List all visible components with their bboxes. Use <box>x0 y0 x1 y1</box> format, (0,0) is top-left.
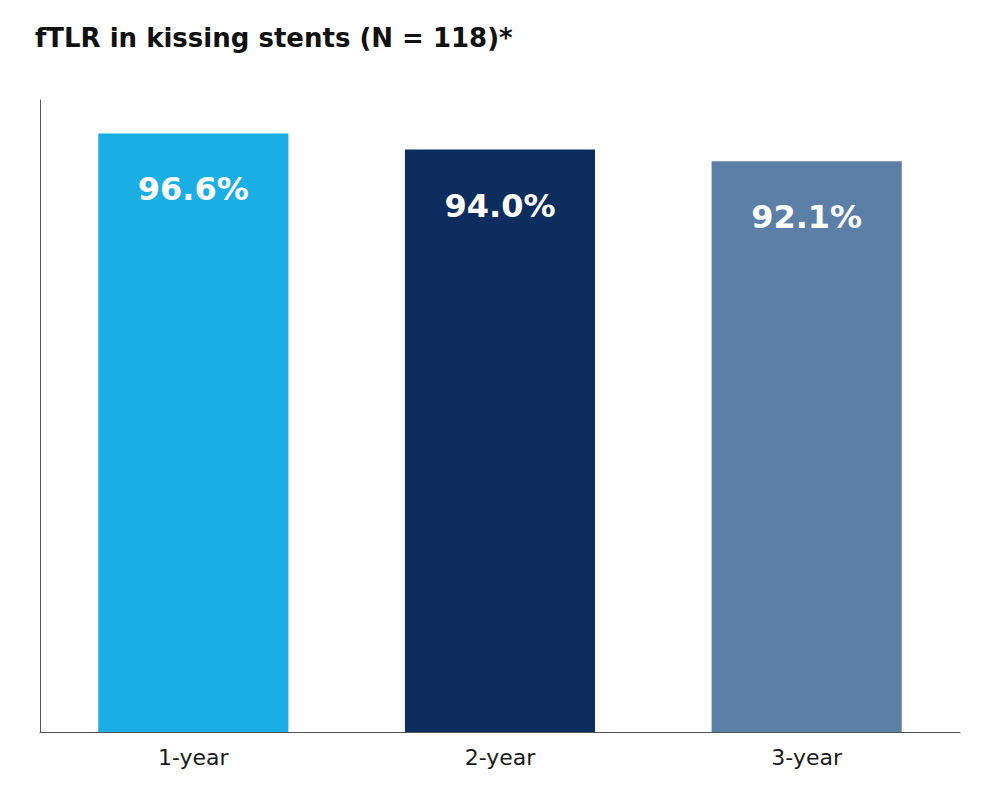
svg-text:fTLR in kissing stents (N = 11: fTLR in kissing stents (N = 118)* <box>35 23 513 53</box>
svg-text:3-year: 3-year <box>771 745 843 770</box>
svg-text:92.1%: 92.1% <box>751 198 862 236</box>
svg-text:1-year: 1-year <box>158 745 230 770</box>
svg-text:96.6%: 96.6% <box>138 170 249 208</box>
svg-text:94.0%: 94.0% <box>444 187 555 225</box>
svg-text:2-year: 2-year <box>465 745 537 770</box>
